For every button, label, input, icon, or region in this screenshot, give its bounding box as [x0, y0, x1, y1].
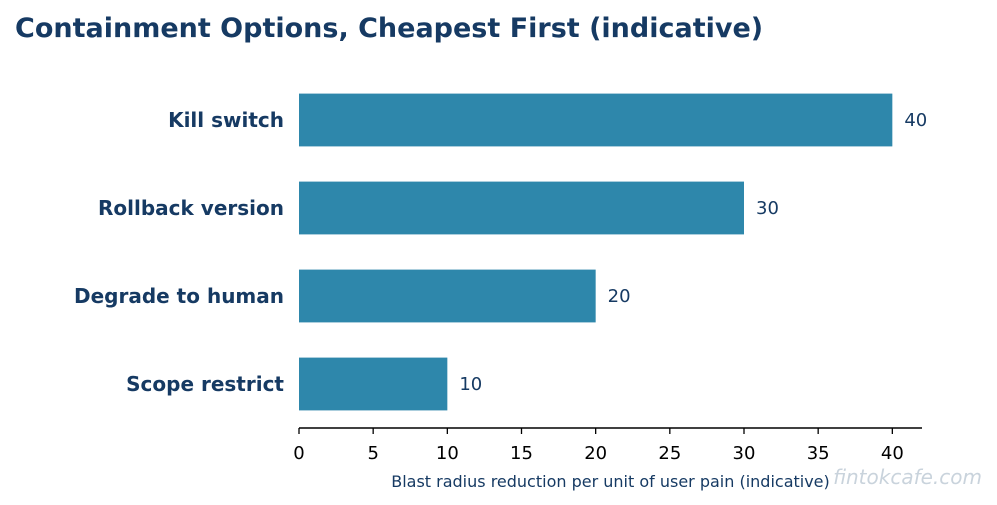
bar: [299, 357, 448, 411]
bars: [299, 93, 893, 411]
category-label: Scope restrict: [126, 372, 284, 396]
value-label: 20: [608, 286, 631, 307]
x-tick-label: 5: [367, 443, 378, 464]
x-tick-label: 35: [807, 443, 830, 464]
x-tick-label: 0: [293, 443, 304, 464]
chart-title: Containment Options, Cheapest First (ind…: [15, 13, 763, 44]
category-label: Kill switch: [168, 108, 284, 132]
x-tick-label: 25: [658, 443, 681, 464]
value-label: 10: [459, 374, 482, 395]
x-tick-label: 15: [510, 443, 533, 464]
x-tick-label: 10: [436, 443, 459, 464]
watermark: fintokcafe.com: [833, 465, 982, 489]
x-tick-label: 30: [733, 443, 756, 464]
x-tick-label: 20: [584, 443, 607, 464]
x-axis-ticks: 0 5 10 15 20 25 30 35 40: [293, 428, 904, 464]
category-label: Degrade to human: [74, 284, 284, 308]
category-label: Rollback version: [98, 196, 284, 220]
bar: [299, 269, 596, 323]
value-label: 30: [756, 198, 779, 219]
x-tick-label: 40: [881, 443, 904, 464]
value-labels: 40 30 20 10: [459, 110, 927, 395]
category-labels: Kill switch Rollback version Degrade to hu…: [74, 108, 284, 396]
bar: [299, 93, 893, 147]
bar: [299, 181, 744, 235]
x-axis-title: Blast radius reduction per unit of user …: [391, 472, 830, 491]
value-label: 40: [904, 110, 927, 131]
